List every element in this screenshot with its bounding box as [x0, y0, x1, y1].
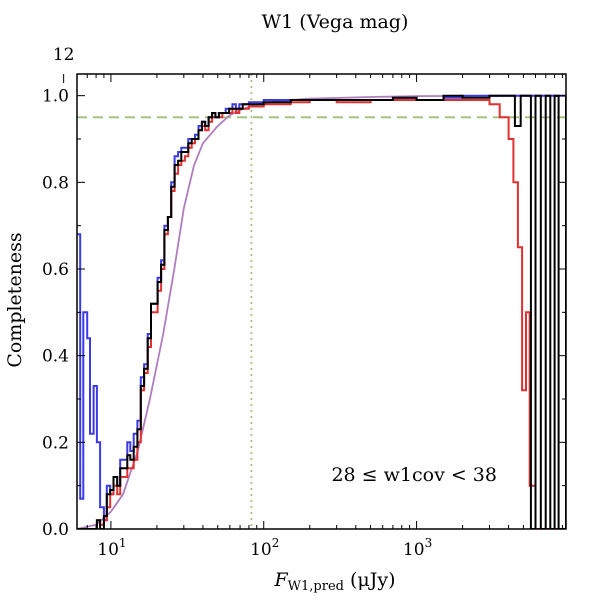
plot-area — [77, 74, 566, 529]
y-tick-label: 0.0 — [42, 520, 69, 540]
y-tick-label: 0.2 — [42, 433, 69, 453]
fit-curve — [77, 94, 566, 529]
x-axis-label-main: F — [273, 569, 288, 591]
x-tick-label-base: 10 — [403, 540, 425, 560]
x-tick-label-exp: 2 — [272, 536, 280, 550]
x-tick-label-base: 10 — [97, 540, 119, 560]
top-x-axis-label: W1 (Vega mag) — [262, 11, 409, 33]
plot-frame — [76, 73, 567, 530]
x-axis-label-sub: W1,pred — [288, 579, 344, 594]
x-tick-label-exp: 1 — [119, 536, 127, 550]
y-tick-label: 1.0 — [42, 87, 69, 107]
coverage-annotation: 28 ≤ w1cov < 38 — [331, 464, 497, 486]
series-black-line — [77, 94, 566, 529]
y-tick-label: 0.8 — [42, 173, 69, 193]
x-tick-label: 103 — [403, 536, 432, 560]
y-tick-label: 0.6 — [42, 260, 69, 280]
y-axis-label: Completeness — [4, 232, 26, 367]
y-tick-label: 0.4 — [42, 347, 69, 367]
x-axis-label: FW1,pred (μJy) — [273, 569, 395, 594]
series-blue-line — [77, 94, 566, 522]
x-axis-label-unit: (μJy) — [344, 569, 396, 591]
x-tick-label-exp: 3 — [425, 536, 433, 550]
x-tick-label-base: 10 — [250, 540, 272, 560]
x-tick-label: 102 — [250, 536, 279, 560]
plot-contents — [77, 74, 566, 529]
top-tick-label: 12 — [53, 45, 75, 65]
x-tick-label: 101 — [97, 536, 126, 560]
